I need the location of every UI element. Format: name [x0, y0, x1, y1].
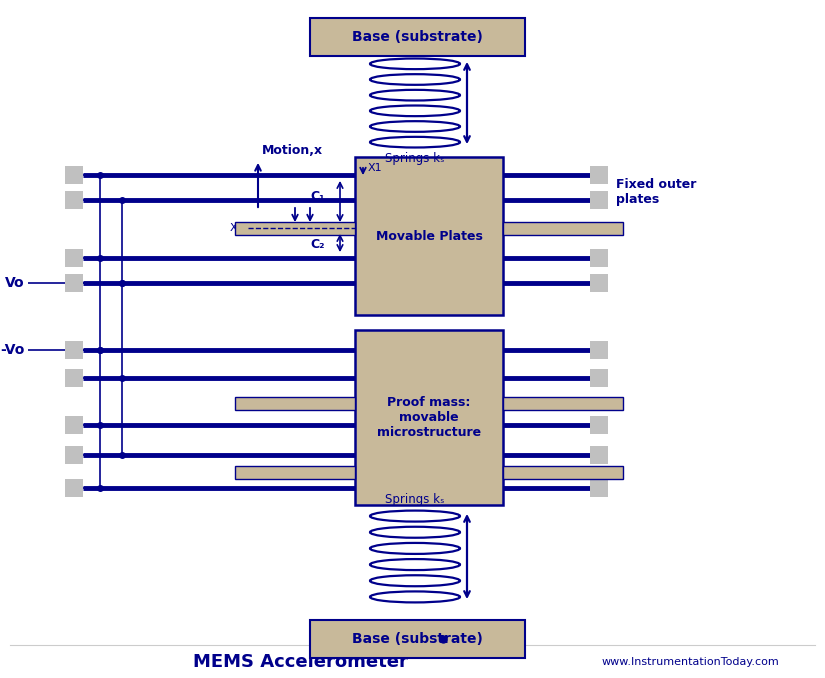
Bar [590, 446, 608, 464]
Bar [590, 191, 608, 209]
Bar [503, 397, 623, 410]
Bar [235, 466, 355, 479]
Bar [235, 397, 355, 410]
Text: Fixed outer
plates: Fixed outer plates [616, 178, 696, 207]
Bar [590, 341, 608, 359]
Text: www.InstrumentationToday.com: www.InstrumentationToday.com [601, 657, 779, 667]
Bar [65, 274, 83, 292]
Text: X1: X1 [368, 163, 383, 173]
Bar [310, 18, 525, 56]
Text: Proof mass:
movable
microstructure: Proof mass: movable microstructure [377, 396, 481, 439]
Bar [590, 274, 608, 292]
Bar [590, 479, 608, 497]
Text: Springs kₛ: Springs kₛ [385, 152, 445, 165]
Bar [590, 166, 608, 184]
Bar [65, 446, 83, 464]
Bar [355, 157, 503, 315]
Text: Springs kₛ: Springs kₛ [385, 493, 445, 506]
Text: C₂: C₂ [310, 239, 324, 252]
Bar [65, 416, 83, 434]
Bar [65, 249, 83, 267]
Bar [65, 166, 83, 184]
Bar [590, 369, 608, 387]
Bar [65, 479, 83, 497]
Text: C₁: C₁ [310, 189, 324, 203]
Text: Motion,x: Motion,x [262, 144, 323, 157]
Bar [503, 466, 623, 479]
Text: Base (substrate): Base (substrate) [352, 30, 483, 44]
Bar [65, 369, 83, 387]
Text: X2: X2 [229, 223, 244, 233]
Text: Vo: Vo [6, 276, 25, 290]
Bar [590, 249, 608, 267]
Text: Vx: Vx [487, 632, 507, 646]
Bar [503, 222, 623, 235]
Bar [235, 222, 355, 235]
Bar [65, 191, 83, 209]
Text: MEMS Accelerometer: MEMS Accelerometer [192, 653, 408, 671]
Bar [310, 620, 525, 658]
Bar [355, 330, 503, 505]
Text: Movable Plates: Movable Plates [375, 229, 483, 243]
Bar [590, 416, 608, 434]
Text: Base (substrate): Base (substrate) [352, 632, 483, 646]
Text: -Vo: -Vo [1, 343, 25, 357]
Bar [65, 341, 83, 359]
